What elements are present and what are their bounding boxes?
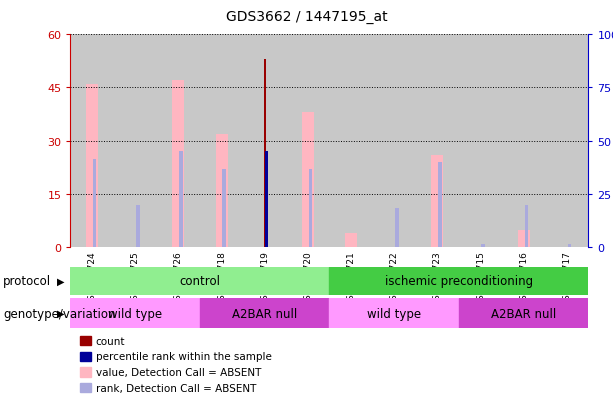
- Text: control: control: [180, 275, 221, 288]
- Text: count: count: [96, 336, 125, 346]
- Bar: [330, 267, 588, 295]
- Bar: [546, 35, 588, 248]
- Bar: [459, 299, 588, 328]
- Text: rank, Detection Call = ABSENT: rank, Detection Call = ABSENT: [96, 383, 256, 393]
- Bar: [223, 170, 226, 248]
- Bar: [330, 35, 373, 248]
- Bar: [481, 244, 485, 248]
- Bar: [264, 60, 266, 248]
- Bar: [330, 299, 459, 328]
- Text: value, Detection Call = ABSENT: value, Detection Call = ABSENT: [96, 367, 261, 377]
- Bar: [172, 81, 185, 248]
- Bar: [345, 234, 357, 248]
- Text: ▶: ▶: [57, 276, 64, 286]
- Bar: [416, 35, 459, 248]
- Bar: [70, 299, 200, 328]
- Bar: [432, 156, 443, 248]
- Bar: [518, 230, 530, 248]
- Text: ischemic preconditioning: ischemic preconditioning: [385, 275, 533, 288]
- Bar: [86, 85, 98, 248]
- Bar: [216, 134, 227, 248]
- Bar: [93, 159, 96, 248]
- Bar: [179, 152, 183, 248]
- Text: A2BAR null: A2BAR null: [232, 307, 297, 320]
- Bar: [136, 205, 140, 248]
- Text: GDS3662 / 1447195_at: GDS3662 / 1447195_at: [226, 10, 387, 24]
- Bar: [70, 35, 113, 248]
- Bar: [265, 152, 267, 248]
- Text: genotype/variation: genotype/variation: [3, 307, 116, 320]
- Bar: [459, 35, 502, 248]
- Bar: [438, 163, 442, 248]
- Bar: [568, 244, 571, 248]
- Bar: [157, 35, 200, 248]
- Bar: [309, 170, 312, 248]
- Bar: [302, 113, 314, 248]
- Text: wild type: wild type: [108, 307, 162, 320]
- Text: protocol: protocol: [3, 275, 51, 288]
- Text: wild type: wild type: [367, 307, 421, 320]
- Bar: [373, 35, 416, 248]
- Bar: [200, 299, 330, 328]
- Bar: [395, 209, 398, 248]
- Bar: [286, 35, 330, 248]
- Bar: [70, 267, 330, 295]
- Bar: [502, 35, 546, 248]
- Text: percentile rank within the sample: percentile rank within the sample: [96, 351, 272, 361]
- Bar: [113, 35, 157, 248]
- Bar: [243, 35, 286, 248]
- Bar: [200, 35, 243, 248]
- Bar: [525, 205, 528, 248]
- Text: ▶: ▶: [57, 309, 64, 318]
- Text: A2BAR null: A2BAR null: [491, 307, 557, 320]
